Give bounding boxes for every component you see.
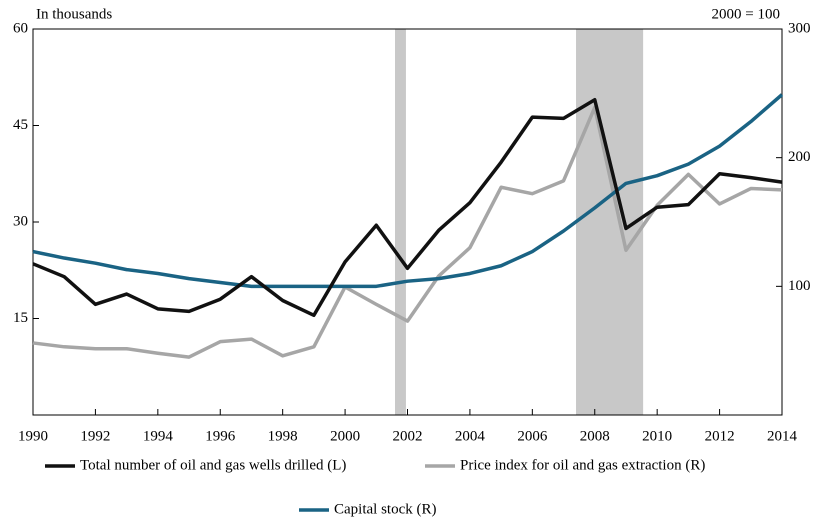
y2-axis-label: 2000 = 100 [712,6,780,22]
recession-band [576,29,644,415]
x-tick-label: 1992 [80,428,110,444]
series-line [32,98,783,318]
y-tick-label: 30 [13,213,28,229]
recession-band [395,29,406,415]
x-tick-label: 2006 [517,428,548,444]
x-tick-label: 1996 [205,428,236,444]
legend-label: Capital stock (R) [334,501,436,517]
y-tick-label: 60 [13,20,28,36]
x-tick-label: 1998 [268,428,298,444]
x-tick-label: 2008 [580,428,610,444]
y-tick-label: 45 [13,117,28,133]
x-tick-label: 2014 [767,428,798,444]
series-line [32,105,783,359]
x-tick-label: 2004 [455,428,486,444]
y-axis-label: In thousands [36,6,112,22]
y2-tick-label: 300 [788,20,811,36]
y2-tick-label: 200 [788,149,811,165]
legend-label: Price index for oil and gas extraction (… [460,457,705,473]
x-tick-label: 1994 [143,428,174,444]
x-tick-label: 2002 [393,428,423,444]
x-tick-label: 2012 [705,428,735,444]
y-tick-label: 15 [13,310,28,326]
x-tick-label: 2010 [642,428,672,444]
x-tick-label: 1990 [18,428,48,444]
series-line [32,93,784,289]
plot-frame [32,28,783,416]
y2-tick-label: 100 [788,278,811,294]
legend-label: Total number of oil and gas wells drille… [80,457,346,473]
x-tick-label: 2000 [330,428,360,444]
